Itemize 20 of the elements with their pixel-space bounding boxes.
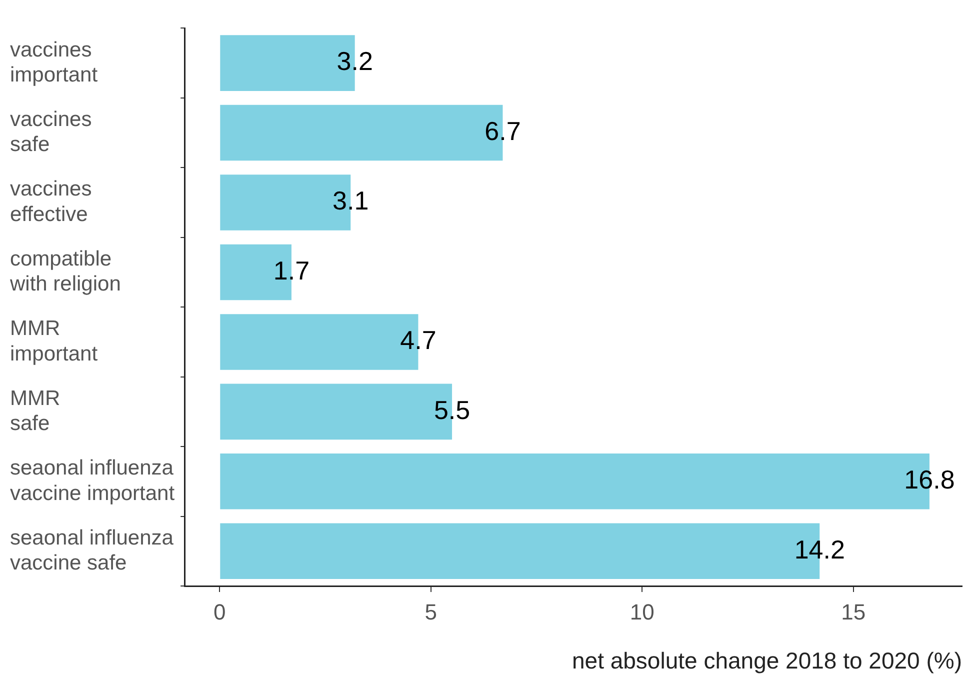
y-tick-label: MMR safe — [10, 386, 60, 436]
x-axis-title: net absolute change 2018 to 2020 (%) — [572, 648, 962, 674]
y-tick-label: vaccines effective — [10, 178, 92, 226]
data-label: 3.2 — [336, 46, 373, 76]
y-tick-label: vaccines important — [10, 38, 98, 86]
y-tick-label: vaccines safe — [10, 108, 92, 156]
x-tick-label: 15 — [841, 599, 866, 624]
x-tick-label: 5 — [424, 599, 438, 624]
x-tick-label: 0 — [214, 599, 226, 624]
data-label: 6.7 — [484, 116, 521, 146]
data-label: 3.1 — [332, 186, 369, 216]
y-tick-label: seaonal influenza vaccine important — [10, 456, 175, 505]
data-label: 1.7 — [273, 255, 310, 286]
y-tick-label: MMR important — [10, 317, 98, 366]
data-label: 16.8 — [904, 464, 955, 495]
y-tick-label: seaonal influenza vaccine safe — [10, 526, 174, 575]
y-tick-label: compatible with religion — [9, 247, 121, 296]
data-label: 14.2 — [794, 534, 845, 564]
data-label: 5.5 — [434, 394, 470, 425]
x-tick-label: 10 — [630, 599, 654, 624]
